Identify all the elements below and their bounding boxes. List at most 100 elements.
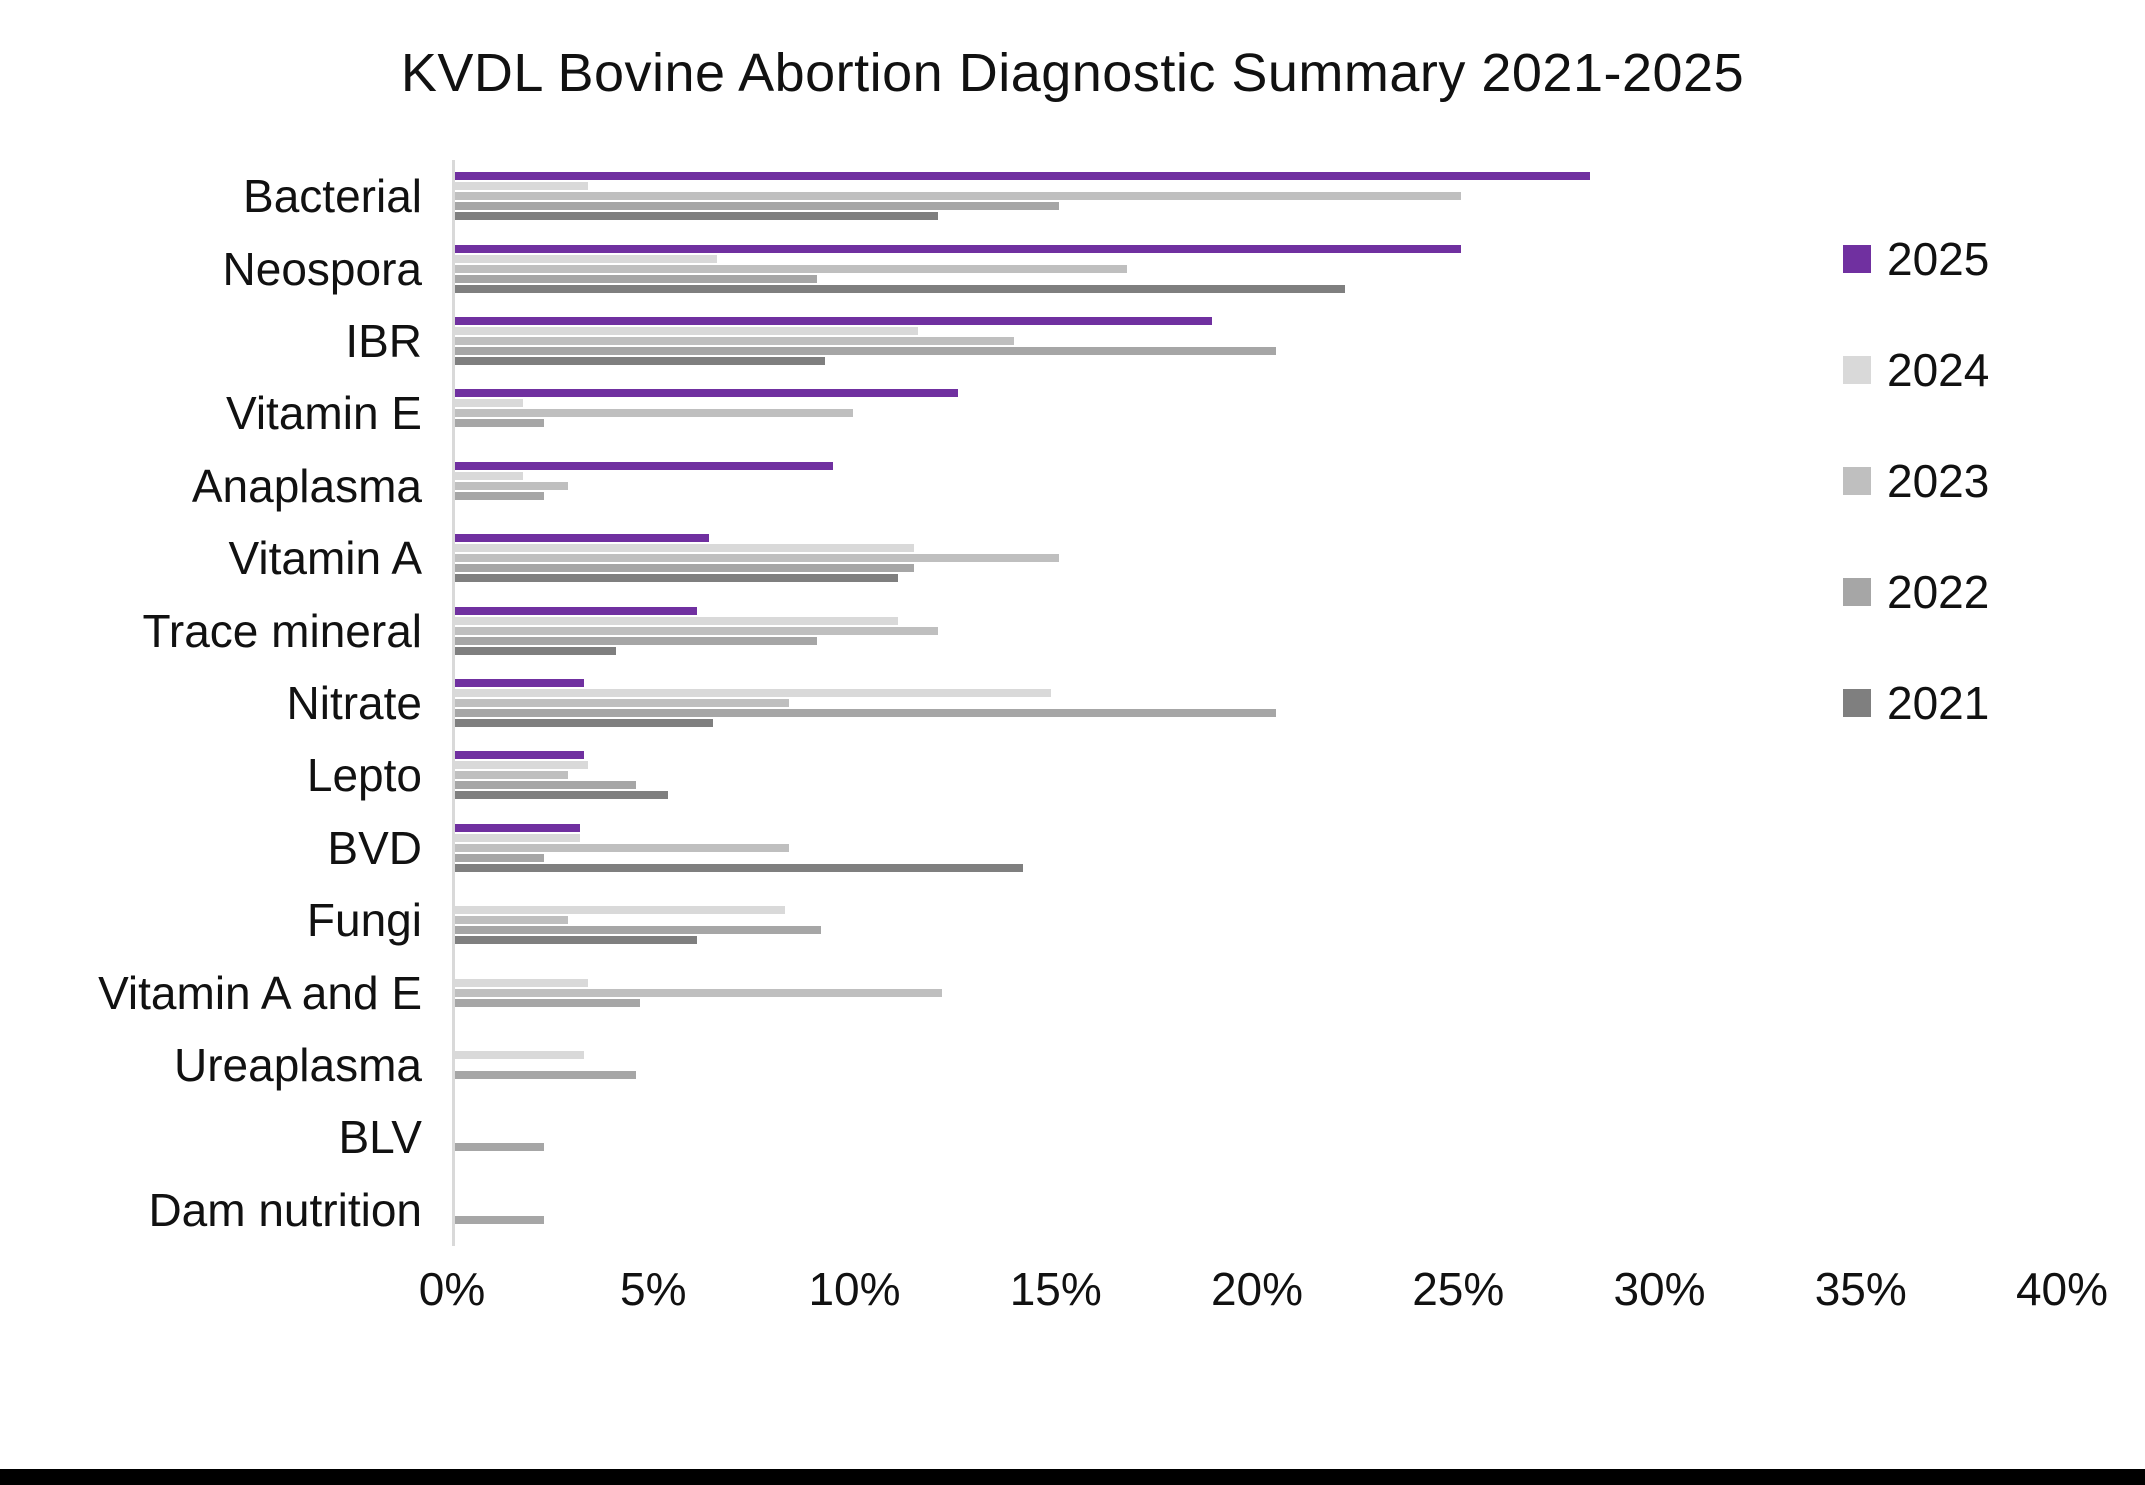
bar: [455, 461, 834, 470]
bar: [455, 389, 959, 398]
category-label: Bacterial: [243, 170, 422, 223]
chart-title: KVDL Bovine Abortion Diagnostic Summary …: [400, 43, 1745, 103]
x-tick-label: 15%: [1009, 1263, 1102, 1315]
bar-group: [455, 751, 2065, 800]
bar: [455, 791, 669, 800]
bar: [455, 399, 524, 408]
x-tick-label: 40%: [2015, 1263, 2109, 1315]
bar: [455, 212, 938, 221]
bar-group: [455, 969, 2065, 1017]
bar: [455, 926, 822, 935]
legend-label: 2025: [1887, 233, 1990, 285]
category-label: Anaplasma: [191, 459, 422, 512]
x-tick-label: 10%: [808, 1263, 901, 1315]
bar: [455, 481, 568, 490]
bar: [455, 833, 580, 842]
bar: [455, 172, 1591, 181]
bar-row: [455, 1101, 2065, 1173]
legend-label: 2021: [1887, 677, 1990, 729]
bar: [455, 244, 1462, 253]
legend-entry: 2025: [1843, 232, 1989, 286]
bar-group: [455, 679, 2065, 728]
bar: [455, 843, 790, 852]
bar-row: [455, 884, 2065, 956]
bar: [455, 1143, 544, 1152]
x-tick-label: 20%: [1210, 1263, 1304, 1315]
x-axis-ticks: 0% 5% 10% 15% 20% 25% 30% 35% 40%: [419, 1262, 2108, 1332]
bar: [455, 916, 568, 925]
x-tick-label: 25%: [1412, 1263, 1505, 1315]
bar-group: [455, 534, 2065, 583]
bar: [455, 689, 1051, 698]
bar: [455, 337, 1015, 346]
legend-entry: 2023: [1843, 454, 1989, 508]
plot-area: [452, 160, 2065, 1246]
legend-label: 2022: [1887, 566, 1990, 618]
bar: [455, 264, 1128, 273]
bar: [455, 1071, 637, 1080]
bar: [455, 202, 1059, 211]
bar-row: [455, 377, 2065, 449]
bar: [455, 998, 641, 1007]
bar-group: [455, 1186, 2065, 1234]
legend-label: 2023: [1887, 455, 1990, 507]
bar: [455, 357, 826, 366]
bar: [455, 284, 1345, 293]
x-tick-label: 0%: [418, 1263, 486, 1315]
bar: [455, 719, 713, 728]
bar: [455, 554, 1059, 563]
legend-label: 2024: [1887, 344, 1990, 396]
x-tick-label: 35%: [1814, 1263, 1907, 1315]
bar-row: [455, 160, 2065, 232]
bar-group: [455, 172, 2065, 221]
legend-entry: 2021: [1843, 676, 1989, 730]
bar-row: [455, 1174, 2065, 1246]
bar-row: [455, 232, 2065, 304]
bar: [455, 254, 717, 263]
bar: [455, 853, 544, 862]
bar: [455, 327, 918, 336]
bar: [455, 936, 697, 945]
legend-swatch-icon: [1843, 578, 1871, 606]
legend: 2025 2024 2023 2022 2021: [1843, 232, 1989, 730]
category-label: Dam nutrition: [148, 1183, 422, 1236]
bar: [455, 419, 544, 428]
bar-group: [455, 317, 2065, 366]
bar-row: [455, 667, 2065, 739]
bar: [455, 491, 544, 500]
bar-group: [455, 896, 2065, 945]
bar: [455, 781, 637, 790]
bar: [455, 616, 898, 625]
bar-row: [455, 1029, 2065, 1101]
bar-row: [455, 812, 2065, 884]
bar: [455, 906, 786, 915]
bar-row: [455, 739, 2065, 811]
legend-swatch-icon: [1843, 467, 1871, 495]
category-label: Nitrate: [286, 677, 422, 730]
legend-swatch-icon: [1843, 689, 1871, 717]
bar-row: [455, 594, 2065, 666]
category-label: Vitamin E: [225, 387, 422, 440]
category-label: IBR: [345, 315, 422, 368]
bar: [455, 636, 818, 645]
category-label: Lepto: [306, 749, 422, 802]
category-label: Fungi: [306, 894, 422, 947]
bar: [455, 709, 1277, 718]
category-label: Trace mineral: [142, 604, 422, 657]
bar: [455, 771, 568, 780]
legend-entry: 2024: [1843, 343, 1989, 397]
bar: [455, 751, 584, 760]
bar: [455, 409, 854, 418]
bar: [455, 1215, 544, 1224]
bar: [455, 192, 1462, 201]
bar: [455, 471, 524, 480]
category-axis: Bacterial Neospora IBR Vitamin E Anaplasma Vi…: [0, 160, 422, 1246]
bar: [455, 1051, 584, 1060]
bar: [455, 534, 709, 543]
bar: [455, 544, 914, 553]
category-label: Vitamin A and E: [98, 966, 422, 1019]
bar: [455, 863, 1023, 872]
bar-group: [455, 1113, 2065, 1161]
bar: [455, 699, 790, 708]
